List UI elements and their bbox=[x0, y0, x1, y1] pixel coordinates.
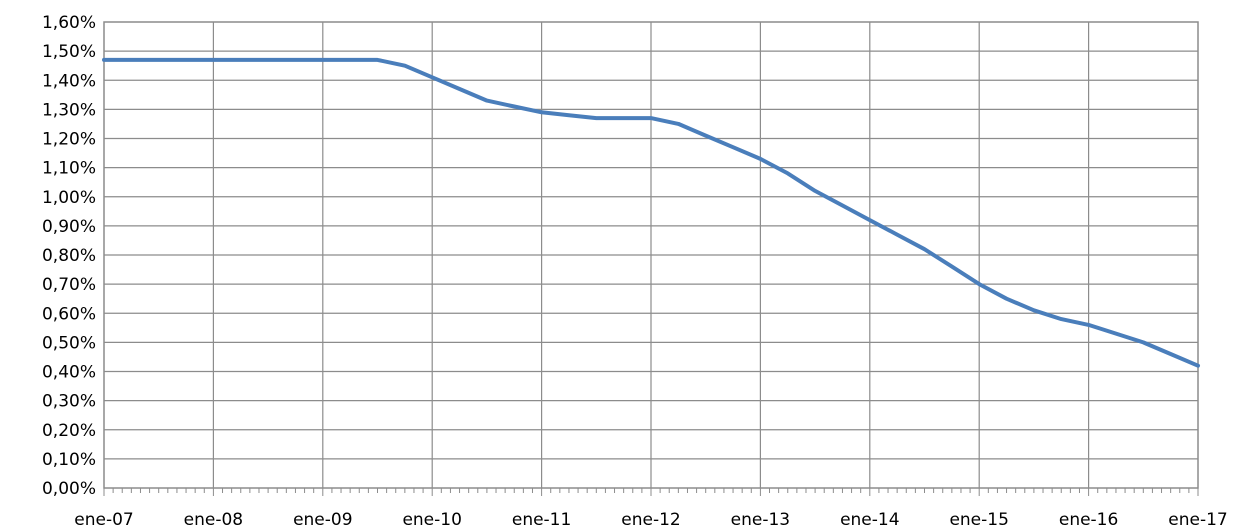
y-tick-label: 1,50% bbox=[42, 42, 96, 62]
y-tick-label: 0,30% bbox=[42, 392, 96, 412]
y-tick-label: 1,00% bbox=[42, 188, 96, 208]
y-tick-label: 1,60% bbox=[42, 13, 96, 33]
x-tick-label: ene-13 bbox=[731, 510, 790, 527]
y-tick-label: 0,60% bbox=[42, 304, 96, 324]
y-tick-label: 0,10% bbox=[42, 450, 96, 470]
y-tick-label: 0,70% bbox=[42, 275, 96, 295]
x-tick-label: ene-16 bbox=[1059, 510, 1118, 527]
y-axis-tick-labels: 0,00% 0,10% 0,20% 0,30% 0,40% 0,50% 0,60% 0,70%… bbox=[42, 13, 96, 499]
y-tick-label: 0,80% bbox=[42, 246, 96, 266]
x-tick-label: ene-15 bbox=[949, 510, 1008, 527]
x-tick-label: ene-08 bbox=[184, 510, 243, 527]
x-tick-label: ene-10 bbox=[402, 510, 461, 527]
x-axis-tick-labels: ene-07 ene-08 ene-09 ene-10 ene-11 ene-12 ene-… bbox=[74, 510, 1227, 530]
y-tick-label: 0,00% bbox=[42, 479, 96, 499]
vertical-gridlines bbox=[212, 22, 1090, 488]
y-tick-label: 0,50% bbox=[42, 333, 96, 353]
x-tick-label: ene-11 bbox=[512, 510, 571, 527]
x-tick-label: ene-07 bbox=[74, 510, 133, 527]
y-tick-label: 0,90% bbox=[42, 217, 96, 237]
y-tick-label: 0,20% bbox=[42, 421, 96, 441]
x-tick-label: ene-14 bbox=[840, 510, 899, 527]
x-tick-label: ene-09 bbox=[293, 510, 352, 527]
y-tick-label: 1,10% bbox=[42, 159, 96, 179]
y-tick-label: 1,40% bbox=[42, 71, 96, 91]
y-tick-label: 1,20% bbox=[42, 130, 96, 150]
y-tick-label: 0,40% bbox=[42, 363, 96, 383]
y-tick-label: 1,30% bbox=[42, 100, 96, 120]
x-tick-label: ene-12 bbox=[621, 510, 680, 527]
x-minor-ticks bbox=[103, 488, 1199, 496]
x-tick-label: ene-17 bbox=[1168, 510, 1227, 527]
series-line bbox=[102, 57, 1200, 368]
